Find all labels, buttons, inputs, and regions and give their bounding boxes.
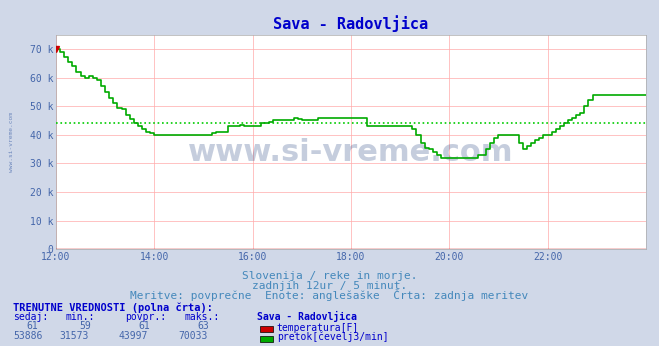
Text: Sava - Radovljica: Sava - Radovljica <box>257 311 357 322</box>
Text: zadnjih 12ur / 5 minut.: zadnjih 12ur / 5 minut. <box>252 281 407 291</box>
Text: pretok[čevelj3/min]: pretok[čevelj3/min] <box>277 332 388 343</box>
Text: maks.:: maks.: <box>185 312 219 322</box>
Text: 70033: 70033 <box>178 331 208 341</box>
Text: Slovenija / reke in morje.: Slovenija / reke in morje. <box>242 271 417 281</box>
Text: 61: 61 <box>138 321 150 331</box>
Text: TRENUTNE VREDNOSTI (polna črta):: TRENUTNE VREDNOSTI (polna črta): <box>13 303 213 313</box>
Title: Sava - Radovljica: Sava - Radovljica <box>273 15 428 32</box>
Text: temperatura[F]: temperatura[F] <box>277 323 359 333</box>
Text: povpr.:: povpr.: <box>125 312 166 322</box>
Text: sedaj:: sedaj: <box>13 312 48 322</box>
Text: min.:: min.: <box>66 312 96 322</box>
Text: 61: 61 <box>26 321 38 331</box>
Text: 63: 63 <box>198 321 210 331</box>
Text: 59: 59 <box>79 321 91 331</box>
Text: Meritve: povprečne  Enote: anglešaške  Črta: zadnja meritev: Meritve: povprečne Enote: anglešaške Črt… <box>130 289 529 301</box>
Text: 31573: 31573 <box>59 331 89 341</box>
Text: www.si-vreme.com: www.si-vreme.com <box>188 138 513 167</box>
Text: 43997: 43997 <box>119 331 148 341</box>
Text: 53886: 53886 <box>13 331 43 341</box>
Text: www.si-vreme.com: www.si-vreme.com <box>9 112 14 172</box>
